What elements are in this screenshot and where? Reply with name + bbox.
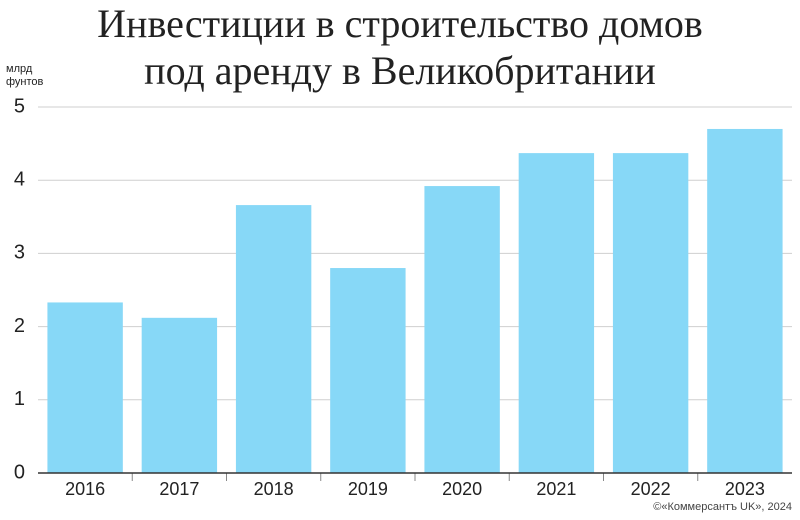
bar [141, 317, 218, 473]
x-tick-label: 2017 [159, 479, 199, 499]
x-tick-label: 2021 [536, 479, 576, 499]
y-tick-label: 0 [14, 461, 25, 483]
y-tick-label: 1 [14, 388, 25, 410]
x-tick-label: 2019 [348, 479, 388, 499]
chart-title: Инвестиции в строительство домов [97, 1, 703, 46]
bar [518, 153, 595, 473]
bar [612, 153, 689, 473]
chart-title: под аренду в Великобритании [144, 48, 656, 93]
y-tick-label: 3 [14, 242, 25, 264]
bar [235, 205, 312, 473]
source: ©«Коммерсантъ UK», 2024 [653, 501, 792, 513]
bar [330, 268, 406, 473]
bar [47, 302, 123, 473]
x-tick-label: 2016 [65, 479, 105, 499]
y-axis-label: фунтов [6, 76, 44, 88]
y-tick-label: 2 [14, 315, 25, 337]
y-axis-label: млрд [6, 63, 33, 75]
bar [424, 186, 500, 473]
bar [707, 128, 783, 473]
x-tick-label: 2018 [254, 479, 294, 499]
x-tick-label: 2020 [442, 479, 482, 499]
y-tick-label: 5 [14, 95, 25, 117]
x-tick-label: 2022 [631, 479, 671, 499]
y-tick-label: 4 [14, 168, 25, 190]
x-tick-label: 2023 [725, 479, 765, 499]
